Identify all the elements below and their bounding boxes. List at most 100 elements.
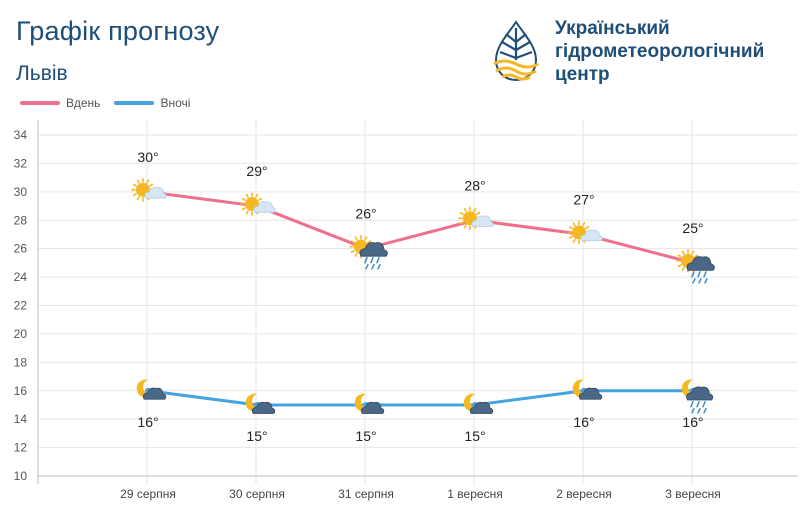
x-tick-label: 29 серпня [120, 487, 176, 501]
page-title: Графік прогнозу [16, 16, 220, 46]
sun-ray [585, 226, 590, 230]
legend-item-night[interactable]: Вночі [114, 96, 190, 110]
y-tick-label: 14 [14, 412, 28, 426]
cloud-shape [580, 229, 603, 242]
sun-ray [691, 250, 695, 255]
data-label-day: 29° [246, 163, 267, 179]
rain-drop [371, 263, 375, 270]
data-label-night: 16° [137, 414, 158, 430]
x-tick-label: 1 вересня [447, 487, 502, 501]
rain-drop [703, 408, 707, 414]
data-label-day: 28° [464, 177, 485, 193]
data-label-day: 27° [573, 191, 594, 207]
rain-drop [691, 408, 695, 414]
sun-ray [364, 236, 368, 241]
moon-cloud-icon [245, 393, 276, 414]
sun-ray [258, 197, 263, 201]
axis-layer: 10 12 14 16 18 20 22 24 26 28 30 32 34 29 серпня 30 се… [14, 120, 798, 501]
data-label-night: 16° [573, 414, 594, 430]
data-label-night: 16° [682, 414, 703, 430]
y-tick-label: 20 [14, 327, 28, 341]
legend-item-day[interactable]: Вдень [20, 96, 100, 110]
sun-ray [568, 235, 573, 239]
cloud-shape [578, 387, 603, 400]
rain-drop [702, 401, 706, 408]
cloud-shape [142, 387, 167, 400]
rain-drop [364, 256, 368, 264]
cloud-shape [144, 187, 167, 199]
moon-shape [681, 379, 698, 398]
sun-ray [245, 210, 249, 215]
sun-ray [677, 254, 682, 258]
rain-drop [376, 256, 380, 264]
sun-ray [572, 238, 576, 243]
legend-label-night: Вночі [160, 96, 191, 110]
moon-cloud-icon [354, 393, 385, 414]
sun-ray [582, 222, 586, 227]
y-tick-label: 22 [14, 299, 28, 313]
icon-layer [131, 178, 715, 414]
y-tick-label: 24 [14, 270, 28, 284]
sun-ray [354, 252, 358, 257]
sun-ray [241, 197, 246, 201]
y-tick-label: 16 [14, 384, 28, 398]
moon-shape [245, 393, 262, 412]
sun-ray [681, 250, 685, 255]
sun-ray [677, 264, 682, 268]
sun-cloud-icon [458, 206, 494, 231]
data-label-night: 15° [246, 428, 267, 444]
moon-shape [463, 393, 480, 412]
rain-drop [697, 408, 701, 414]
sun-ray [367, 240, 372, 244]
sun-ray [136, 179, 140, 184]
sun-ray [132, 183, 137, 187]
y-tick-label: 30 [14, 185, 28, 199]
series-line-day [147, 190, 694, 265]
rain-drop [692, 278, 696, 284]
line-layer [145, 188, 696, 408]
y-tick-label: 28 [14, 213, 28, 227]
moon-shape [572, 379, 589, 398]
sun-ray [459, 211, 464, 216]
data-label-day: 30° [137, 149, 158, 165]
org-line-2: гідрометеорологічний [555, 41, 765, 62]
x-tick-label: 30 серпня [229, 487, 285, 501]
chart-legend: Вдень Вночі [20, 96, 204, 110]
moon-shape [136, 379, 153, 398]
data-label-day: 25° [682, 220, 703, 236]
legend-swatch-day [20, 101, 60, 105]
y-tick-label: 26 [14, 242, 28, 256]
sun-cloud-rain-icon [349, 234, 388, 270]
y-tick-label: 32 [14, 156, 28, 170]
cloud-shape [359, 242, 388, 257]
rain-drop [696, 401, 700, 408]
x-tick-label: 31 серпня [338, 487, 394, 501]
y-tick-label: 18 [14, 355, 28, 369]
y-tick-label: 10 [14, 469, 28, 483]
rain-drop [697, 271, 701, 278]
sun-ray [681, 267, 685, 272]
cloud-shape [360, 401, 385, 414]
data-label-night: 15° [355, 428, 376, 444]
sun-ray [459, 221, 464, 225]
sun-cloud-rain-icon [676, 249, 715, 284]
sun-cloud-icon [131, 178, 167, 202]
cloud-shape [686, 386, 714, 401]
cloud-shape [471, 215, 494, 227]
moon-cloud-icon [463, 393, 494, 414]
legend-label-day: Вдень [66, 96, 101, 110]
rain-drop [704, 278, 708, 284]
sun-ray [146, 179, 150, 184]
sun-ray [476, 211, 481, 216]
sun-ray [132, 193, 137, 197]
sun-ray [568, 226, 573, 230]
sun-ray [473, 207, 477, 213]
rain-drop [370, 256, 374, 264]
legend-swatch-night [114, 101, 155, 105]
sun-ray [572, 222, 576, 227]
moon-cloud-icon [136, 379, 167, 400]
rain-drop [703, 271, 707, 278]
sun-ray [149, 183, 154, 187]
cloud-shape [253, 201, 276, 213]
sun-ray [136, 195, 140, 201]
